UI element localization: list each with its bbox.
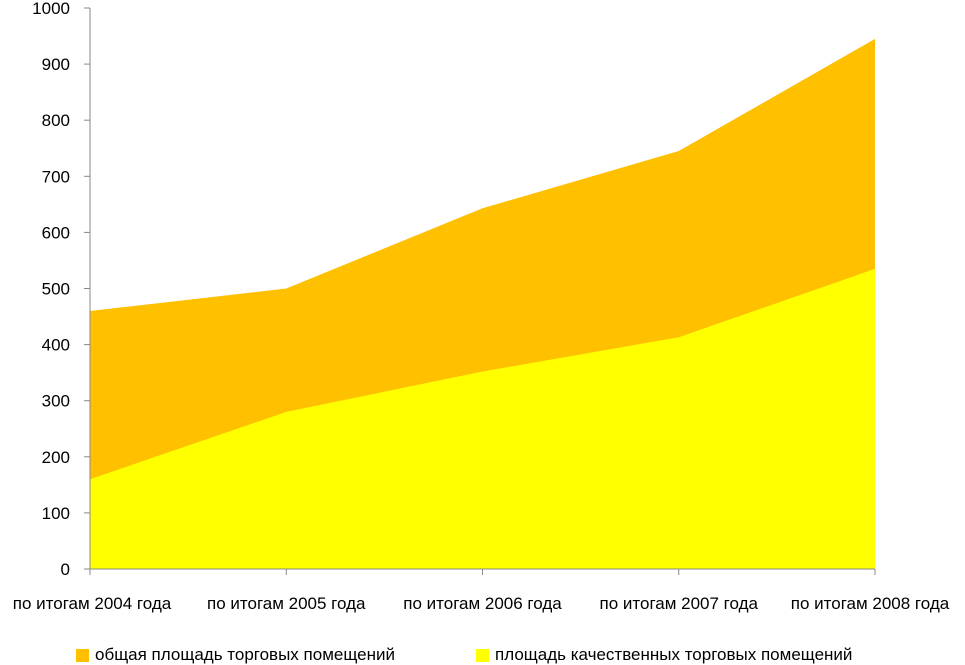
legend-swatch-total-area xyxy=(76,648,89,662)
y-tick-label: 300 xyxy=(42,392,70,411)
y-tick-label: 200 xyxy=(42,448,70,467)
x-tick-label: по итогам 2006 года xyxy=(403,594,562,613)
x-tick-label: по итогам 2005 года xyxy=(207,594,366,613)
y-tick-label: 800 xyxy=(42,111,70,130)
legend-label-total-area: общая площадь торговых помещений xyxy=(95,645,395,664)
legend-item-total-area: общая площадь торговых помещений xyxy=(76,645,395,665)
legend-label-quality-area: площадь качественных торговых помещений xyxy=(495,645,853,664)
x-tick-label: по итогам 2004 года xyxy=(13,594,172,613)
x-tick-label: по итогам 2007 года xyxy=(600,594,759,613)
series-area-1 xyxy=(90,268,875,569)
legend: общая площадь торговых помещений площадь… xyxy=(0,645,965,665)
x-tick-label: по итогам 2008 года xyxy=(791,594,950,613)
x-axis-ticks: по итогам 2004 года по итогам 2005 года по… xyxy=(13,569,950,613)
y-tick-label: 500 xyxy=(42,280,70,299)
y-tick-label: 0 xyxy=(61,560,70,579)
y-tick-label: 100 xyxy=(42,504,70,523)
y-tick-label: 600 xyxy=(42,223,70,242)
series-layer xyxy=(90,38,875,570)
y-axis-ticks: 0 100 200 300 400 500 600 700 800 900 1000 xyxy=(32,0,90,579)
y-tick-label: 700 xyxy=(42,167,70,186)
legend-swatch-quality-area xyxy=(476,648,489,662)
legend-item-quality-area: площадь качественных торговых помещений xyxy=(476,645,852,665)
y-tick-label: 1000 xyxy=(32,0,70,18)
area-chart: 0 100 200 300 400 500 600 700 800 900 1000 по итог… xyxy=(13,0,950,613)
y-tick-label: 400 xyxy=(42,336,70,355)
y-tick-label: 900 xyxy=(42,55,70,74)
